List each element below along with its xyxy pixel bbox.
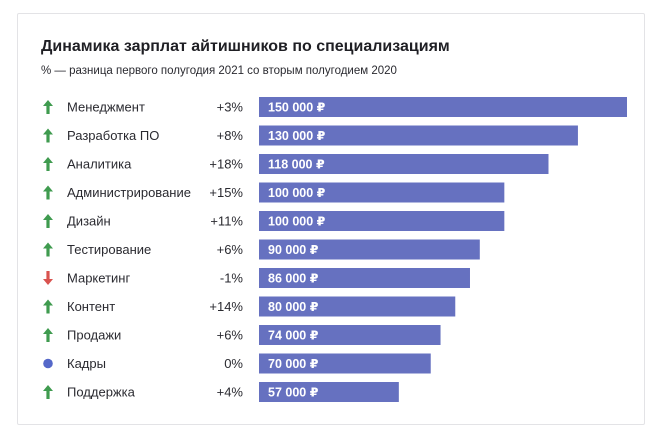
chart-row: Администрирование +15% 100 000 ₽	[43, 182, 505, 203]
arrow-down-icon	[43, 271, 53, 285]
chart-row: Менеджмент +3% 150 000 ₽	[43, 97, 627, 117]
category-label: Тестирование	[67, 242, 151, 257]
bar	[259, 182, 505, 203]
arrow-up-icon	[43, 328, 53, 342]
category-label: Разработка ПО	[67, 128, 159, 143]
change-label: +18%	[209, 157, 243, 172]
bar	[259, 154, 549, 174]
category-label: Маркетинг	[67, 271, 130, 286]
change-label: +3%	[217, 100, 244, 115]
value-label: 74 000 ₽	[268, 329, 319, 343]
bar	[259, 97, 627, 117]
value-label: 90 000 ₽	[268, 243, 319, 257]
value-label: 118 000 ₽	[268, 158, 325, 172]
arrow-up-icon	[43, 214, 53, 228]
chart-row: Поддержка +4% 57 000 ₽	[43, 382, 399, 402]
bar	[259, 325, 441, 345]
arrow-up-icon	[43, 299, 53, 314]
change-label: +14%	[209, 299, 243, 314]
value-label: 100 000 ₽	[268, 186, 326, 200]
arrow-up-icon	[43, 242, 53, 257]
change-label: +11%	[210, 214, 243, 229]
bar	[259, 268, 470, 288]
chart-row: Контент +14% 80 000 ₽	[43, 296, 456, 317]
bar	[259, 211, 505, 231]
change-label: +15%	[209, 185, 243, 200]
arrow-up-icon	[43, 385, 53, 399]
arrow-up-icon	[43, 157, 53, 171]
category-label: Поддержка	[67, 385, 136, 400]
category-label: Продажи	[67, 328, 121, 343]
bar	[259, 296, 456, 317]
chart-title: Динамика зарплат айтишников по специализ…	[41, 38, 450, 55]
bar	[259, 353, 431, 374]
category-label: Дизайн	[67, 214, 111, 229]
chart-row: Разработка ПО +8% 130 000 ₽	[43, 125, 578, 146]
bar	[259, 239, 480, 260]
chart-row: Кадры 0% 70 000 ₽	[43, 353, 431, 374]
category-label: Менеджмент	[67, 100, 145, 115]
chart-row: Маркетинг -1% 86 000 ₽	[43, 268, 470, 288]
change-label: 0%	[224, 356, 243, 371]
arrow-up-icon	[43, 100, 53, 114]
category-label: Контент	[67, 299, 115, 314]
value-label: 70 000 ₽	[268, 357, 319, 371]
dot-icon	[43, 358, 53, 369]
bar	[259, 125, 578, 146]
chart-row: Продажи +6% 74 000 ₽	[43, 325, 441, 345]
category-label: Кадры	[67, 356, 106, 371]
bar	[259, 382, 399, 402]
chart-row: Дизайн +11% 100 000 ₽	[43, 211, 505, 231]
change-label: +8%	[217, 128, 244, 143]
chart-subtitle: % — разница первого полугодия 2021 со вт…	[41, 65, 397, 77]
value-label: 100 000 ₽	[268, 215, 326, 229]
change-label: +6%	[217, 328, 244, 343]
arrow-up-icon	[43, 185, 53, 200]
value-label: 57 000 ₽	[268, 386, 319, 400]
change-label: -1%	[220, 271, 244, 286]
value-label: 80 000 ₽	[268, 300, 319, 314]
category-label: Аналитика	[67, 157, 132, 172]
chart-row: Аналитика +18% 118 000 ₽	[43, 154, 549, 174]
category-label: Администрирование	[67, 185, 191, 200]
chart-row: Тестирование +6% 90 000 ₽	[43, 239, 480, 260]
change-label: +6%	[217, 242, 244, 257]
value-label: 150 000 ₽	[268, 101, 326, 115]
value-label: 86 000 ₽	[268, 272, 319, 286]
arrow-up-icon	[43, 128, 53, 143]
value-label: 130 000 ₽	[268, 129, 326, 143]
change-label: +4%	[217, 385, 244, 400]
